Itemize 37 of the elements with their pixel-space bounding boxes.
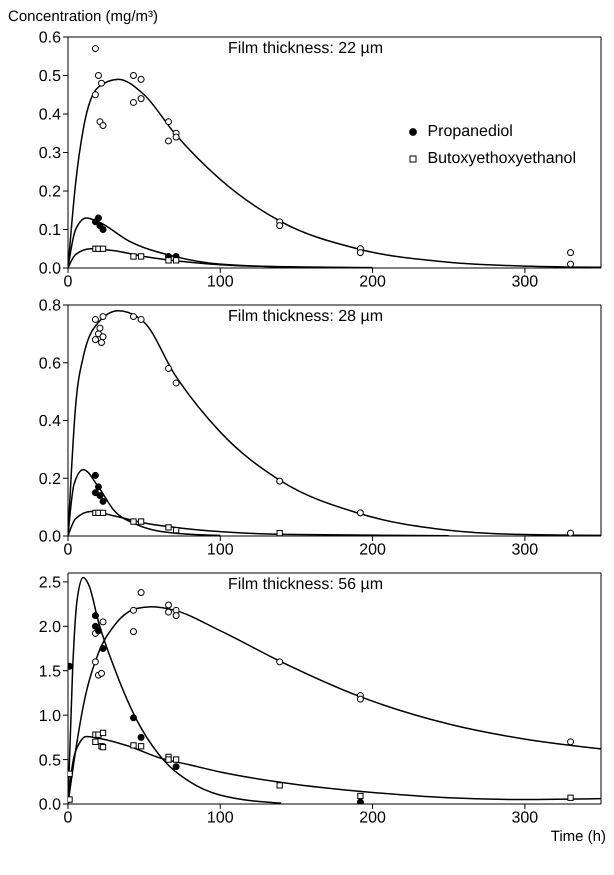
x-tick-label: 100 [206,273,234,290]
x-tick-label: 0 [64,809,73,826]
y-tick-label: 0.0 [38,528,62,546]
x-tick-label: 300 [512,809,538,826]
x-tick-label: 300 [512,273,538,290]
legend-label: Butoxyethoxyethanol [427,150,576,168]
x-tick-label: 100 [206,541,234,558]
x-tick-label: 200 [359,809,386,826]
y-tick-label: 1.5 [38,663,62,680]
x-tick-label: 0 [64,541,73,558]
x-tick-label: 200 [359,541,386,558]
y-tick-label: 0.5 [38,68,62,86]
y-tick-label: 0.4 [38,413,62,430]
annotation: Film thickness: 22 µm [228,40,384,58]
y-tick-label: 0.0 [38,796,62,814]
y-axis-title: Concentration (mg/m³) [8,8,160,27]
annotation: Film thickness: 56 µm [228,576,384,594]
y-tick-label: 2.0 [38,618,62,636]
y-tick-label: 0.5 [38,752,62,770]
y-tick-label: 0.2 [38,470,62,488]
y-tick-label: 0.6 [38,30,62,47]
x-tick-label: 0 [64,273,73,290]
y-tick-label: 0.8 [38,298,62,315]
annotation: Film thickness: 28 µm [228,308,384,326]
x-tick-label: 100 [206,809,234,826]
x-tick-label: 300 [512,541,538,558]
x-axis-title: Time (h) [550,828,606,845]
y-tick-label: 0.0 [38,260,62,278]
x-tick-label: 200 [359,273,386,290]
y-tick-label: 0.4 [38,106,62,124]
y-tick-label: 0.6 [38,355,62,372]
y-tick-label: 0.2 [38,184,62,201]
legend-label: Propanediol [427,122,513,140]
y-tick-label: 2.5 [38,574,62,592]
y-tick-label: 0.3 [38,145,62,162]
y-tick-label: 1.0 [38,708,62,725]
y-tick-label: 0.1 [38,222,62,240]
